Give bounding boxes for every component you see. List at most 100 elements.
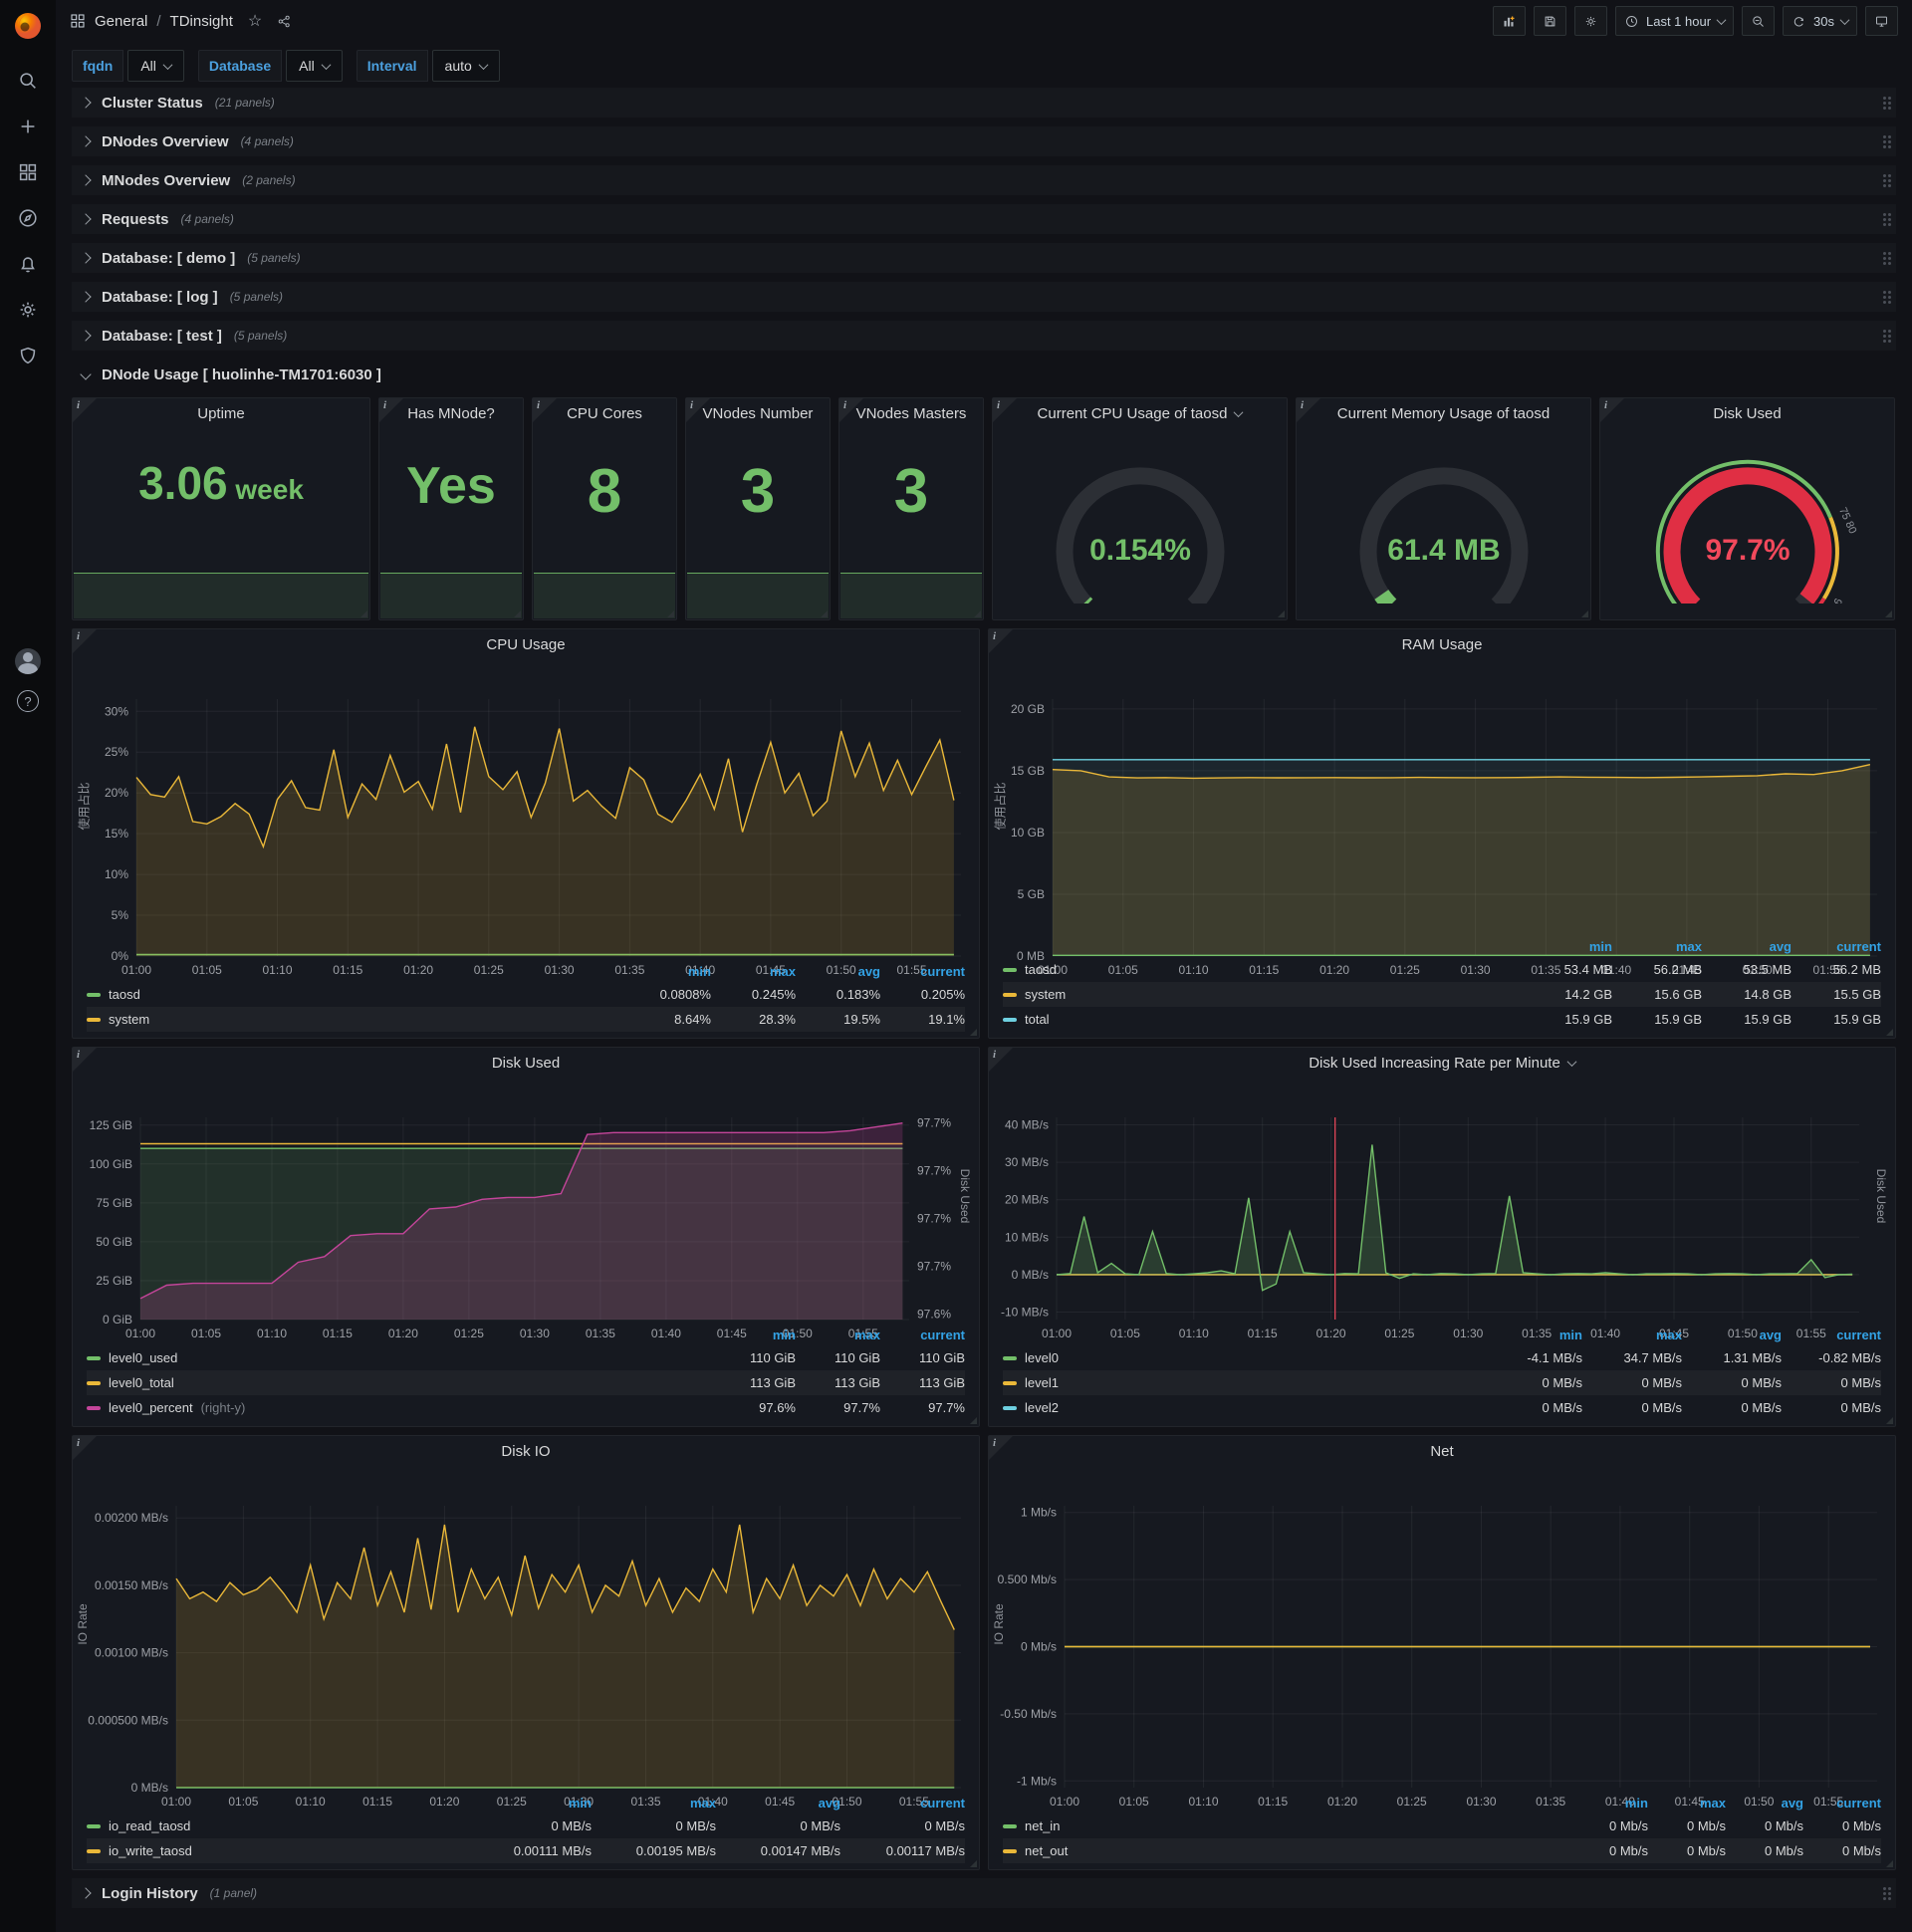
series-color-swatch	[87, 1017, 101, 1022]
panel-info-corner[interactable]	[73, 1436, 97, 1460]
variable-interval-value[interactable]: auto	[431, 50, 500, 82]
panel-info-corner[interactable]	[73, 398, 97, 422]
user-avatar[interactable]	[15, 648, 41, 674]
save-dashboard-button[interactable]	[1533, 6, 1566, 36]
row-drag-handle[interactable]	[1883, 213, 1886, 216]
row-collapsed-3[interactable]: Requests (4 panels)	[72, 204, 1896, 234]
row-collapsed-6[interactable]: Database: [ test ] (5 panels)	[72, 321, 1896, 351]
gauge: 01000.154%	[1056, 467, 1224, 604]
series-color-swatch	[87, 1848, 101, 1853]
row-collapsed-5[interactable]: Database: [ log ] (5 panels)	[72, 282, 1896, 312]
search-icon[interactable]	[17, 70, 39, 92]
row-drag-handle[interactable]	[1883, 135, 1886, 138]
breadcrumb-section[interactable]: General	[95, 12, 148, 30]
legend-row-level0_percent[interactable]: level0_percent (right-y) 97.6% 97.7% 97.7%	[87, 1395, 965, 1420]
legend-row-taosd[interactable]: taosd 0.0808% 0.245% 0.183% 0.205%	[87, 982, 965, 1007]
panel-info-corner[interactable]	[379, 398, 403, 422]
row-collapsed-0[interactable]: Cluster Status (21 panels)	[72, 88, 1896, 118]
favorite-star-icon[interactable]: ☆	[247, 13, 263, 30]
legend-row-system[interactable]: system 14.2 GB 15.6 GB 14.8 GB 15.5 GB	[1003, 982, 1881, 1007]
panel-title[interactable]: CPU Cores	[567, 404, 642, 422]
server-admin-shield-icon[interactable]	[17, 345, 39, 366]
variable-database-value[interactable]: All	[286, 50, 343, 82]
add-panel-button[interactable]	[1492, 6, 1526, 36]
panel-info-corner[interactable]	[993, 398, 1017, 422]
panel-title[interactable]: VNodes Number	[702, 404, 814, 422]
panel-title[interactable]: CPU Usage	[486, 635, 566, 653]
cycle-view-mode-button[interactable]	[1865, 6, 1898, 36]
svg-text:01:00: 01:00	[161, 1795, 191, 1809]
row-dnode-usage[interactable]: DNode Usage [ huolinhe-TM1701:6030 ]	[72, 360, 1896, 389]
panel-title[interactable]: Disk Used Increasing Rate per Minute	[989, 1048, 1895, 1078]
series-color-swatch	[1003, 1380, 1017, 1385]
chevron-down-icon	[162, 59, 173, 70]
panel-title[interactable]: Current Memory Usage of taosd	[1336, 404, 1551, 422]
panel-title[interactable]: VNodes Masters	[855, 404, 967, 422]
chevron-collapsed-icon	[80, 213, 92, 225]
share-icon[interactable]	[277, 14, 292, 29]
panel-info-corner[interactable]	[839, 398, 863, 422]
legend-row-net_in[interactable]: net_in 0 Mb/s 0 Mb/s 0 Mb/s 0 Mb/s	[1003, 1813, 1881, 1838]
variable-fqdn-value[interactable]: All	[127, 50, 184, 82]
panel-title[interactable]: Current CPU Usage of taosd	[993, 398, 1287, 428]
svg-text:01:40: 01:40	[1590, 1327, 1620, 1340]
panel-info-corner[interactable]	[73, 1048, 97, 1072]
svg-text:01:10: 01:10	[1188, 1795, 1218, 1809]
legend-row-total[interactable]: total 15.9 GB 15.9 GB 15.9 GB 15.9 GB	[1003, 1007, 1881, 1032]
panel-title[interactable]: Disk IO	[501, 1442, 551, 1460]
panel-title[interactable]: Has MNode?	[407, 404, 495, 422]
panel-info-corner[interactable]	[73, 629, 97, 653]
alerting-bell-icon[interactable]	[17, 253, 39, 275]
panel-title[interactable]: Disk Used	[1713, 404, 1782, 422]
legend-row-system[interactable]: system 8.64% 28.3% 19.5% 19.1%	[87, 1007, 965, 1032]
svg-text:01:30: 01:30	[520, 1327, 550, 1340]
panel-info-corner[interactable]	[1600, 398, 1624, 422]
zoom-out-time-button[interactable]	[1742, 6, 1776, 36]
panel-title[interactable]: Disk Used	[491, 1054, 561, 1072]
row-collapsed-4[interactable]: Database: [ demo ] (5 panels)	[72, 243, 1896, 273]
row-drag-handle[interactable]	[1883, 252, 1886, 255]
panel-info-corner[interactable]	[989, 1436, 1013, 1460]
panel-ram-usage: i RAM Usage 20 GB 15 GB 10 GB 5 GB 0 MB 01:00 01…	[988, 628, 1896, 1039]
breadcrumb-page[interactable]: TDinsight	[169, 12, 233, 30]
grafana-logo-icon[interactable]	[11, 8, 45, 42]
panel-info-corner[interactable]	[989, 629, 1013, 653]
row-drag-handle[interactable]	[1883, 1887, 1886, 1890]
dashboard-settings-button[interactable]	[1573, 6, 1607, 36]
stat-value: 8	[587, 457, 622, 526]
panel-title[interactable]: RAM Usage	[1401, 635, 1483, 653]
configuration-gear-icon[interactable]	[17, 299, 39, 321]
svg-text:-1 Mb/s: -1 Mb/s	[1017, 1774, 1057, 1788]
panel-info-corner[interactable]	[1297, 398, 1320, 422]
panel-info-corner[interactable]	[533, 398, 557, 422]
legend-row-level1[interactable]: level1 0 MB/s 0 MB/s 0 MB/s 0 MB/s	[1003, 1370, 1881, 1395]
panel-info-corner[interactable]	[686, 398, 710, 422]
explore-compass-icon[interactable]	[17, 207, 39, 229]
row-drag-handle[interactable]	[1883, 97, 1886, 100]
refresh-button[interactable]: 30s	[1783, 6, 1857, 36]
row-collapsed-2[interactable]: MNodes Overview (2 panels)	[72, 165, 1896, 195]
panel-info-corner[interactable]	[989, 1048, 1013, 1072]
legend-row-io_write_taosd[interactable]: io_write_taosd 0.00111 MB/s 0.00195 MB/s 0…	[87, 1838, 965, 1863]
legend: min max avg current taosd 0.0808% 0.245% 0.18…	[87, 960, 965, 1032]
legend-row-net_out[interactable]: net_out 0 Mb/s 0 Mb/s 0 Mb/s 0 Mb/s	[1003, 1838, 1881, 1863]
panel-title[interactable]: Uptime	[197, 404, 245, 422]
legend-row-taosd[interactable]: taosd 53.4 MB 56.2 MB 53.5 MB 56.2 MB	[1003, 957, 1881, 982]
row-drag-handle[interactable]	[1883, 174, 1886, 177]
help-icon[interactable]: ?	[17, 690, 39, 712]
panel-title[interactable]: Net	[1430, 1442, 1454, 1460]
create-icon[interactable]	[17, 116, 39, 137]
time-range-picker[interactable]: Last 1 hour	[1614, 6, 1735, 36]
svg-text:01:35: 01:35	[630, 1795, 660, 1809]
svg-text:01:30: 01:30	[1461, 963, 1491, 977]
row-collapsed-1[interactable]: DNodes Overview (4 panels)	[72, 126, 1896, 156]
legend-row-level0[interactable]: level0 -4.1 MB/s 34.7 MB/s 1.31 MB/s -0.82 …	[1003, 1345, 1881, 1370]
row-drag-handle[interactable]	[1883, 291, 1886, 294]
row-drag-handle[interactable]	[1883, 330, 1886, 333]
legend-row-level0_total[interactable]: level0_total 113 GiB 113 GiB 113 GiB	[87, 1370, 965, 1395]
row-login-history[interactable]: Login History (1 panel)	[72, 1878, 1896, 1908]
legend-row-level2[interactable]: level2 0 MB/s 0 MB/s 0 MB/s 0 MB/s	[1003, 1395, 1881, 1420]
legend-row-io_read_taosd[interactable]: io_read_taosd 0 MB/s 0 MB/s 0 MB/s 0 MB/s	[87, 1813, 965, 1838]
dashboards-icon[interactable]	[17, 161, 39, 183]
legend-row-level0_used[interactable]: level0_used 110 GiB 110 GiB 110 GiB	[87, 1345, 965, 1370]
